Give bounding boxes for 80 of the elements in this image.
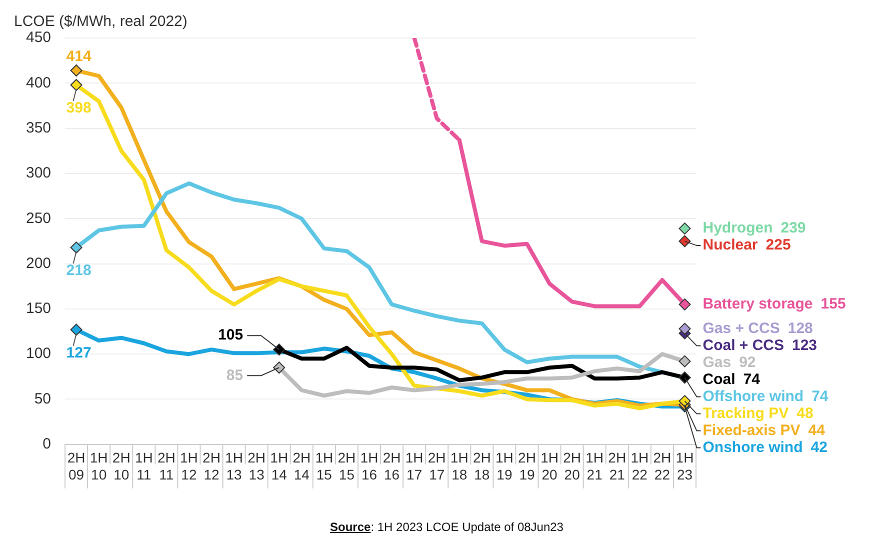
series-label: Battery storage: [702, 296, 813, 313]
x-tick-label: 2H 20: [563, 450, 582, 482]
point: [678, 322, 691, 335]
source-note: Source: 1H 2023 LCOE Update of 08Jun23: [330, 520, 564, 534]
x-tick-label: 2H 14: [292, 450, 311, 482]
x-tick-label: 1H 15: [315, 450, 334, 482]
x-tick-label: 1H 19: [496, 450, 514, 482]
point: [70, 242, 82, 254]
x-tick-label: 2H 22: [653, 450, 672, 482]
series-label: Hydrogen: [702, 220, 773, 237]
x-tick-label: 1H 14: [270, 450, 288, 482]
text: 225: [766, 236, 791, 254]
y-tick-label: 50: [34, 390, 52, 408]
point: [678, 222, 691, 235]
point: [273, 344, 286, 356]
text: 92: [739, 354, 756, 371]
x-tick-label: 2H 10: [112, 450, 130, 482]
data-label: 218: [66, 262, 92, 280]
data-label: 398: [66, 100, 92, 117]
y-tick-label: 300: [26, 164, 52, 182]
text: 48: [796, 404, 814, 422]
y-tick-label: 200: [26, 254, 52, 272]
legend-label: Nuclear: [702, 236, 758, 254]
text: 74: [743, 370, 761, 388]
x-tick-label: 2H 12: [202, 450, 220, 482]
series-label: Offshore wind: [702, 388, 804, 405]
point: [678, 298, 691, 310]
x-tick-label: 1H 12: [180, 450, 198, 482]
y-tick-label: 250: [26, 210, 52, 227]
y-tick-label: 100: [26, 345, 52, 362]
text: Onshore wind: [702, 438, 803, 456]
x-tick-label: 1H 10: [90, 450, 108, 482]
x-tick-label: 1H 13: [225, 450, 243, 482]
point: [678, 235, 691, 248]
x-tick-label: 2H 09: [67, 450, 86, 482]
point: [70, 78, 82, 91]
point: [678, 395, 691, 408]
text: 44: [808, 422, 826, 439]
data-label: 105: [218, 326, 244, 344]
legend-label: Tracking PV: [702, 404, 789, 422]
point: [70, 64, 82, 77]
x-tick-label: 2H 19: [518, 450, 536, 482]
data-label: 85: [226, 366, 244, 384]
y-axis-title: LCOE ($/MWh, real 2022): [14, 13, 188, 30]
x-tick-label: 1H 22: [630, 450, 649, 482]
point: [678, 355, 691, 368]
legend-label: Coal + CCS: [702, 336, 784, 354]
x-tick-label: 2H 17: [428, 450, 446, 482]
y-tick-label: 150: [26, 300, 52, 318]
x-tick-label: 2H 16: [382, 450, 401, 482]
series-label: Gas: [702, 354, 732, 371]
y-tick-label: 400: [26, 74, 52, 92]
x-tick-label: 2H 11: [157, 450, 176, 482]
series-label: Fixed-axis PV: [702, 422, 800, 439]
y-tick-label: 450: [26, 29, 52, 46]
x-tick-label: 2H 13: [248, 450, 266, 482]
series-label: Gas + CCS: [702, 320, 780, 337]
x-tick-label: 1H 11: [134, 450, 153, 482]
x-tick-label: 2H 15: [338, 450, 356, 482]
text: 42: [810, 438, 828, 456]
x-tick-label: 1H 21: [586, 450, 604, 482]
x-tick-label: 2H 18: [472, 450, 491, 482]
text: 155: [820, 296, 846, 313]
y-tick-label: 0: [42, 436, 52, 453]
x-tick-label: 1H 17: [405, 450, 424, 482]
data-label: 127: [66, 344, 92, 362]
point: [70, 324, 82, 336]
data-label: 414: [66, 48, 92, 66]
text: 74: [812, 388, 829, 405]
y-tick-label: 350: [26, 119, 52, 136]
legend-label: Coal: [702, 370, 736, 388]
text: 128: [788, 320, 813, 337]
text: 123: [792, 336, 818, 354]
x-tick-label: 1H 20: [540, 450, 558, 482]
x-tick-label: 2H 21: [608, 450, 626, 482]
x-tick-label: 1H 16: [360, 450, 378, 482]
x-tick-label: 1H 18: [450, 450, 468, 482]
text: 239: [780, 220, 806, 237]
point: [273, 362, 286, 374]
x-tick-label: 1H 23: [676, 450, 694, 482]
